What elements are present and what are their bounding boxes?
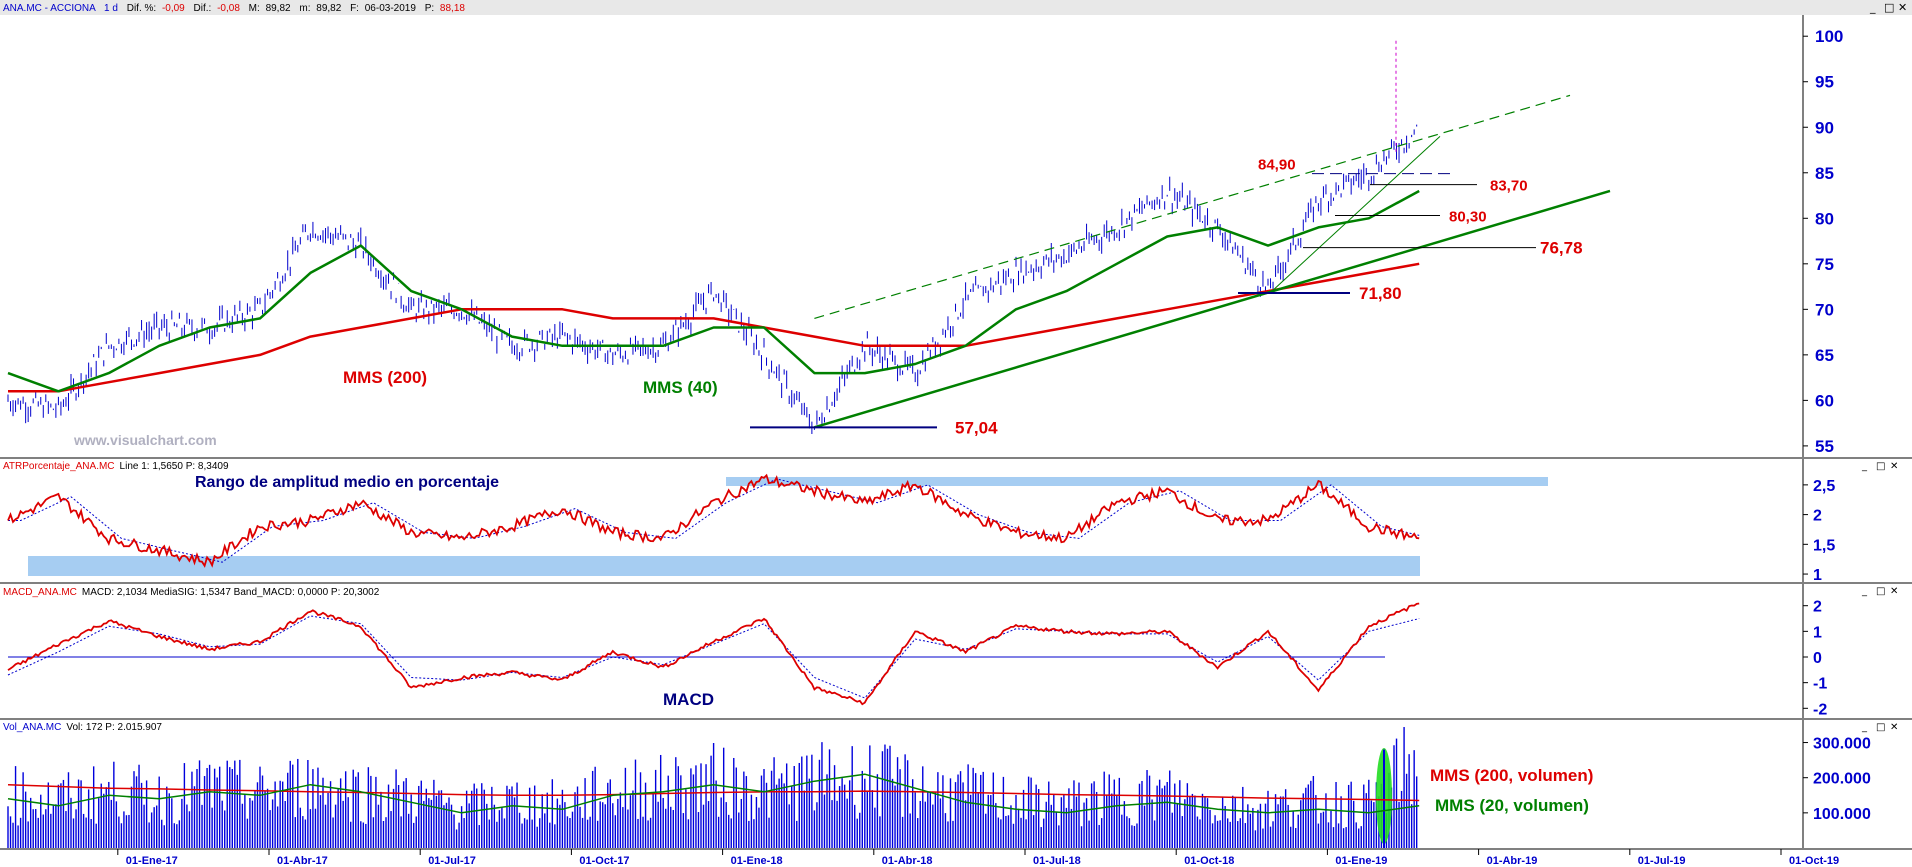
y-tick-label: 300.000: [1813, 736, 1871, 753]
y-tick-label: 90: [1815, 118, 1834, 137]
atr-panel-title: ATRPorcentaje_ANA.MC Line 1: 1,5650 P: 8,…: [3, 461, 229, 472]
short-trendline: [1269, 135, 1441, 294]
y-tick-label: 75: [1815, 255, 1834, 274]
panel-control-icon: ✕: [1890, 722, 1898, 733]
macd-panel-title: MACD_ANA.MC MACD: 2,1034 MediaSIG: 1,5347…: [3, 587, 380, 598]
x-tick-label: 01-Ene-19: [1335, 855, 1387, 867]
x-tick-label: 01-Ene-17: [126, 855, 178, 867]
y-tick-label: 60: [1815, 391, 1834, 410]
atr-lower-band: [28, 556, 1420, 576]
channel-dashed-line: [814, 94, 1571, 320]
mms200-label: MMS (200): [343, 368, 427, 387]
panel-control-icon: _: [1861, 722, 1868, 733]
y-tick-label: 1: [1813, 567, 1822, 584]
y-tick-label: 2: [1813, 508, 1822, 525]
y-tick-label: 2: [1813, 599, 1822, 616]
panel-control-icon: □: [1876, 586, 1885, 597]
panel-control-icon: _: [1861, 586, 1868, 597]
x-tick-label: 01-Ene-18: [731, 855, 783, 867]
x-tick-label: 01-Oct-17: [579, 855, 629, 867]
level-label: 71,80: [1359, 284, 1402, 303]
y-tick-label: 100.000: [1813, 806, 1871, 823]
maximize-button[interactable]: □: [1884, 1, 1894, 14]
level-label: 76,78: [1540, 239, 1583, 258]
macd-line: [7, 602, 1420, 706]
level-label: 84,90: [1258, 157, 1296, 174]
x-tick-label: 01-Jul-18: [1033, 855, 1081, 867]
close-button[interactable]: ✕: [1898, 1, 1907, 14]
y-tick-label: 1,5: [1813, 537, 1835, 554]
minimize-button[interactable]: _: [1869, 1, 1876, 14]
mms40-label: MMS (40): [643, 378, 718, 397]
level-label: 83,70: [1490, 178, 1528, 195]
atr-signal-line: [8, 478, 1420, 563]
atr-upper-band: [726, 477, 1548, 486]
panel-control-icon: □: [1876, 722, 1885, 733]
x-tick-label: 01-Jul-17: [428, 855, 476, 867]
y-tick-label: 80: [1815, 209, 1834, 228]
level-label: 57,04: [955, 418, 998, 437]
panel-control-icon: ✕: [1890, 586, 1898, 597]
macd-label: MACD: [663, 690, 714, 709]
vol-mms20-label: MMS (20, volumen): [1435, 796, 1589, 815]
y-tick-label: 200.000: [1813, 771, 1871, 788]
support-trendline: [814, 189, 1611, 429]
panel-control-icon: ✕: [1890, 461, 1898, 472]
y-tick-label: -1: [1813, 676, 1827, 693]
y-tick-label: 85: [1815, 164, 1834, 183]
x-tick-label: 01-Oct-18: [1184, 855, 1234, 867]
vol-mms200-line: [7, 783, 1420, 802]
volume-panel-title: Vol_ANA.MC Vol: 172 P: 2.015.907: [3, 722, 162, 733]
atr-description-label: Rango de amplitud medio en porcentaje: [195, 474, 499, 491]
level-label: 80,30: [1449, 209, 1487, 226]
x-tick-label: 01-Jul-19: [1638, 855, 1686, 867]
vol-mms200-label: MMS (200, volumen): [1430, 766, 1593, 785]
y-tick-label: 70: [1815, 300, 1834, 319]
watermark: www.visualchart.com: [73, 432, 217, 448]
title-bar: [0, 0, 1912, 15]
header-text: ANA.MC - ACCIONA 1 d Dif. %: -0,09 Dif.:…: [3, 3, 465, 14]
mms40-line: [7, 189, 1420, 393]
y-tick-label: -2: [1813, 701, 1827, 718]
x-tick-label: 01-Oct-19: [1789, 855, 1839, 867]
y-tick-label: 95: [1815, 73, 1834, 92]
x-tick-label: 01-Abr-19: [1487, 855, 1538, 867]
x-tick-label: 01-Abr-18: [882, 855, 933, 867]
y-tick-label: 2,5: [1813, 478, 1835, 495]
x-tick-label: 01-Abr-17: [277, 855, 328, 867]
y-tick-label: 0: [1813, 650, 1822, 667]
y-tick-label: 1: [1813, 624, 1822, 641]
y-tick-label: 65: [1815, 346, 1834, 365]
panel-control-icon: □: [1876, 461, 1885, 472]
y-tick-label: 100: [1815, 27, 1843, 46]
atr-line: [7, 473, 1420, 568]
y-tick-label: 55: [1815, 437, 1834, 456]
panel-control-icon: _: [1861, 461, 1868, 472]
mms200-line: [8, 262, 1420, 393]
vol-mms20-line: [7, 773, 1420, 814]
